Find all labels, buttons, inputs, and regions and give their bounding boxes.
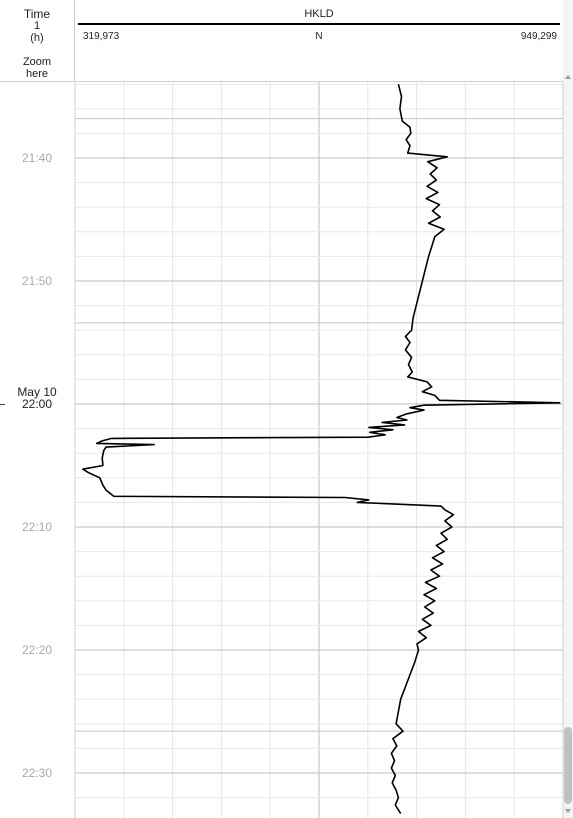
time-axis[interactable]: May 10 21:40 21:50 22:00 22:10 22:20 22:30 xyxy=(0,82,74,818)
track-curve-swatch xyxy=(78,23,560,25)
track-name: HKLD xyxy=(304,8,334,20)
hkld-series-line xyxy=(82,84,561,815)
track-header-hkld[interactable]: HKLD 319,973 N 949,299 xyxy=(75,0,563,82)
track-scale-min: 319,973 xyxy=(83,31,120,42)
track-scale-unit: N xyxy=(315,31,323,42)
time-header-index: 1 xyxy=(33,20,41,32)
time-header-title: Time xyxy=(23,7,51,21)
date-label: May 10 xyxy=(17,385,57,399)
day-tick-mark xyxy=(0,404,5,405)
zoom-hint-line2[interactable]: here xyxy=(25,68,49,80)
scroll-up-icon[interactable] xyxy=(563,72,573,82)
time-tick-label: 22:30 xyxy=(21,766,53,780)
scroll-down-icon[interactable] xyxy=(563,806,573,816)
zoom-hint-line1[interactable]: Zoom xyxy=(22,56,52,68)
time-tick-label: 21:50 xyxy=(21,274,53,288)
track-scale-max: 949,299 xyxy=(520,31,557,42)
time-tick-label: 22:20 xyxy=(21,643,53,657)
time-tick-label: 22:10 xyxy=(21,520,53,534)
scrollbar-thumb[interactable] xyxy=(564,727,572,804)
time-header-unit: (h) xyxy=(30,32,44,44)
time-tick-label: 21:40 xyxy=(21,151,53,165)
vertical-scrollbar[interactable] xyxy=(563,0,573,818)
time-column-header[interactable]: Time 1 (h) Zoom here xyxy=(0,0,75,82)
time-tick-label: 22:00 xyxy=(21,397,53,411)
